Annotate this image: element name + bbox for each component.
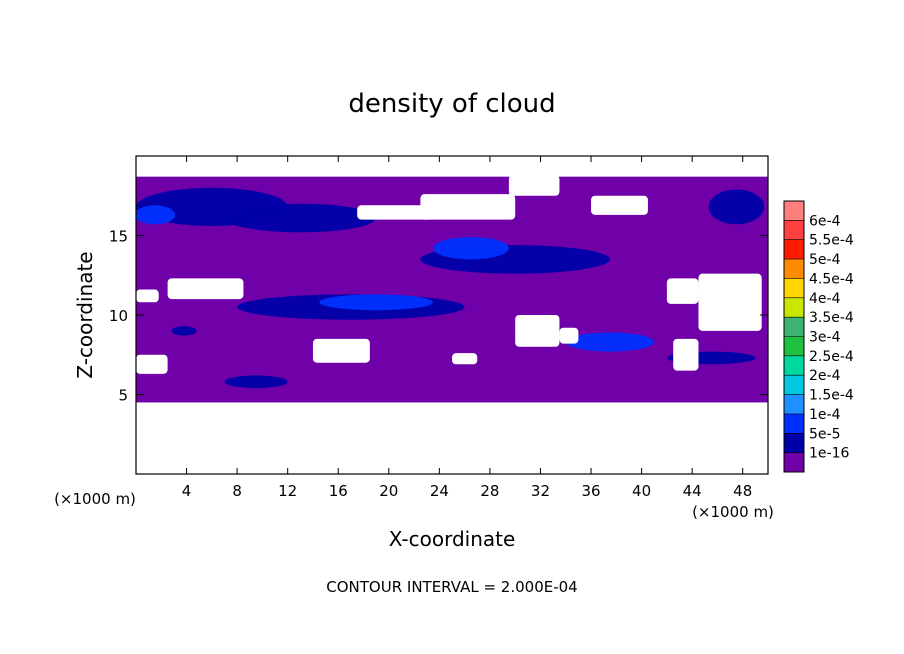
colorbar-swatch (784, 336, 804, 356)
y-axis-ticks: 5 10 15 (109, 228, 768, 405)
colorbar-label: 5.5e-4 (809, 233, 854, 249)
colorbar-label: 1e-16 (809, 446, 849, 462)
cloud-blob (433, 237, 509, 260)
cloud-gap (420, 194, 516, 220)
colorbar-label: 4e-4 (809, 291, 841, 307)
cloud-gap (357, 205, 434, 220)
contour-interval-note: CONTOUR INTERVAL = 2.000E-04 (326, 578, 577, 596)
x-tick-label: 8 (232, 482, 242, 500)
x-tick-label: 36 (581, 482, 600, 500)
x-tick-label: 12 (278, 482, 297, 500)
x-tick-label: 40 (632, 482, 651, 500)
x-tick-label: 4 (182, 482, 192, 500)
colorbar: 6e-4 5.5e-4 5e-4 4.5e-4 4e-4 3.5e-4 3e-4 2.5e-4… (783, 200, 854, 473)
colorbar-label: 4.5e-4 (809, 271, 854, 287)
colorbar-swatch (784, 201, 804, 221)
x-tick-label: 28 (480, 482, 499, 500)
colorbar-label: 3e-4 (809, 330, 841, 346)
cloud-gap (559, 327, 579, 344)
colorbar-swatch (784, 220, 804, 240)
y-tick-label: 15 (109, 228, 128, 246)
cloud-blob (136, 205, 176, 225)
y-tick-label: 10 (109, 307, 128, 325)
cloud-gap (167, 278, 244, 300)
y-axis-label: Z-coordinate (73, 251, 97, 378)
colorbar-swatch (784, 317, 804, 337)
cloud-gap (312, 338, 370, 363)
colorbar-swatch (784, 394, 804, 414)
colorbar-label: 5e-4 (809, 252, 841, 268)
x-tick-label: 32 (531, 482, 550, 500)
cloud-gap (136, 354, 168, 374)
cloud-gap (591, 195, 648, 215)
x-tick-label: 48 (733, 482, 752, 500)
cloud-blobs (136, 187, 765, 389)
colorbar-swatch (784, 355, 804, 376)
cloud-gaps (136, 175, 762, 374)
cloud-blob (171, 326, 197, 336)
colorbar-label: 2e-4 (809, 368, 841, 384)
cloud-gap (136, 289, 159, 303)
x-unit-label: (×1000 m) (692, 503, 774, 521)
cloud-blob (708, 189, 765, 225)
cloud-gap (508, 175, 560, 196)
x-axis-label: X-coordinate (389, 527, 516, 551)
colorbar-label: 3.5e-4 (809, 310, 854, 326)
colorbar-swatch (784, 433, 804, 453)
x-tick-label: 44 (683, 482, 702, 500)
cloud-gap (673, 338, 699, 371)
cloud-blob (224, 375, 288, 389)
colorbar-label: 6e-4 (809, 213, 841, 229)
colorbar-swatch (784, 452, 804, 472)
colorbar-label: 1.5e-4 (809, 388, 854, 404)
plot-area (136, 175, 768, 403)
colorbar-swatch (784, 375, 804, 395)
colorbar-label: 2.5e-4 (809, 349, 854, 365)
colorbar-label: 1e-4 (809, 407, 841, 423)
cloud-gap (452, 353, 478, 365)
chart-title: density of cloud (348, 89, 555, 119)
colorbar-swatch (784, 413, 804, 434)
cloud-blob (224, 203, 377, 233)
x-tick-label: 20 (379, 482, 398, 500)
cloud-gap (698, 273, 762, 331)
colorbar-swatch (784, 278, 804, 298)
cloud-gap (666, 278, 699, 304)
cloud-blob (565, 332, 655, 352)
x-axis-ticks: 4 8 12 16 20 24 28 32 36 40 44 48 (182, 156, 752, 500)
x-tick-label: 16 (329, 482, 348, 500)
colorbar-swatch (784, 239, 804, 260)
x-tick-label: 24 (430, 482, 449, 500)
colorbar-label: 5e-5 (809, 426, 840, 442)
cloud-gap (515, 315, 560, 347)
colorbar-swatch (784, 297, 804, 318)
colorbar-swatch (784, 259, 804, 279)
cloud-blob (319, 294, 434, 311)
y-tick-label: 5 (118, 387, 128, 405)
y-unit-label: (×1000 m) (54, 490, 136, 508)
